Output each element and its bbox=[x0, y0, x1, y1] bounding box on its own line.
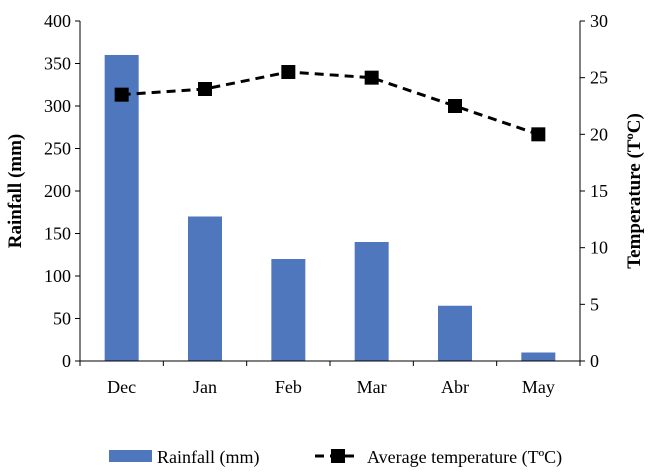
x-tick-label: Abr bbox=[441, 377, 469, 397]
legend-temperature-marker bbox=[331, 449, 345, 463]
legend-temperature-label: Average temperature (TºC) bbox=[367, 447, 562, 468]
temperature-line bbox=[121, 70, 539, 136]
y-left-tick-label: 200 bbox=[44, 181, 71, 201]
bar-jan bbox=[188, 216, 222, 361]
axes-layer bbox=[79, 21, 581, 362]
x-tick-label: Feb bbox=[275, 377, 302, 397]
y-left-tick-label: 150 bbox=[44, 224, 71, 244]
temperature-point-may bbox=[531, 127, 546, 142]
y-right-tick-label: 10 bbox=[590, 238, 608, 258]
y-axis-right-title: Temperature (TºC) bbox=[624, 113, 645, 269]
legend-rainfall-label: Rainfall (mm) bbox=[157, 447, 259, 468]
bar-abr bbox=[438, 305, 472, 361]
x-tick-label: May bbox=[522, 377, 555, 397]
y-axis-left-title: Rainfall (mm) bbox=[5, 134, 26, 249]
bars-layer bbox=[104, 55, 556, 361]
y-right-tick-label: 30 bbox=[590, 11, 608, 31]
bar-mar bbox=[354, 242, 389, 361]
bar-feb bbox=[271, 259, 306, 361]
ticks-layer: 0 50 100 150 200 250 300 350 400 0 5 10 15 20 25 30 Dec J… bbox=[44, 11, 608, 397]
y-left-tick-label: 50 bbox=[53, 309, 71, 329]
bar-may bbox=[521, 352, 556, 361]
y-left-tick-label: 400 bbox=[44, 11, 71, 31]
temperature-point-abr bbox=[448, 99, 462, 113]
legend: Rainfall (mm) Average temperature (TºC) bbox=[109, 447, 562, 468]
temperature-point-jan bbox=[198, 82, 212, 96]
y-left-tick-label: 350 bbox=[44, 54, 71, 74]
y-left-tick-label: 0 bbox=[62, 351, 71, 371]
temperature-point-feb bbox=[281, 65, 296, 79]
y-right-tick-label: 0 bbox=[590, 351, 599, 371]
x-tick-label: Dec bbox=[107, 377, 136, 397]
x-tick-label: Jan bbox=[193, 377, 217, 397]
temperature-point-mar bbox=[364, 70, 379, 85]
y-left-tick-label: 300 bbox=[44, 96, 71, 116]
bar-dec bbox=[104, 55, 139, 361]
legend-rainfall-swatch bbox=[109, 450, 152, 462]
temperature-line-layer bbox=[114, 65, 546, 142]
y-left-tick-label: 250 bbox=[44, 139, 71, 159]
y-right-tick-label: 25 bbox=[590, 68, 608, 88]
y-right-tick-label: 15 bbox=[590, 181, 608, 201]
y-left-tick-label: 100 bbox=[44, 266, 71, 286]
y-right-tick-label: 5 bbox=[590, 294, 599, 314]
temperature-point-dec bbox=[114, 87, 129, 102]
y-right-tick-label: 20 bbox=[590, 124, 608, 144]
x-tick-label: Mar bbox=[357, 377, 387, 397]
